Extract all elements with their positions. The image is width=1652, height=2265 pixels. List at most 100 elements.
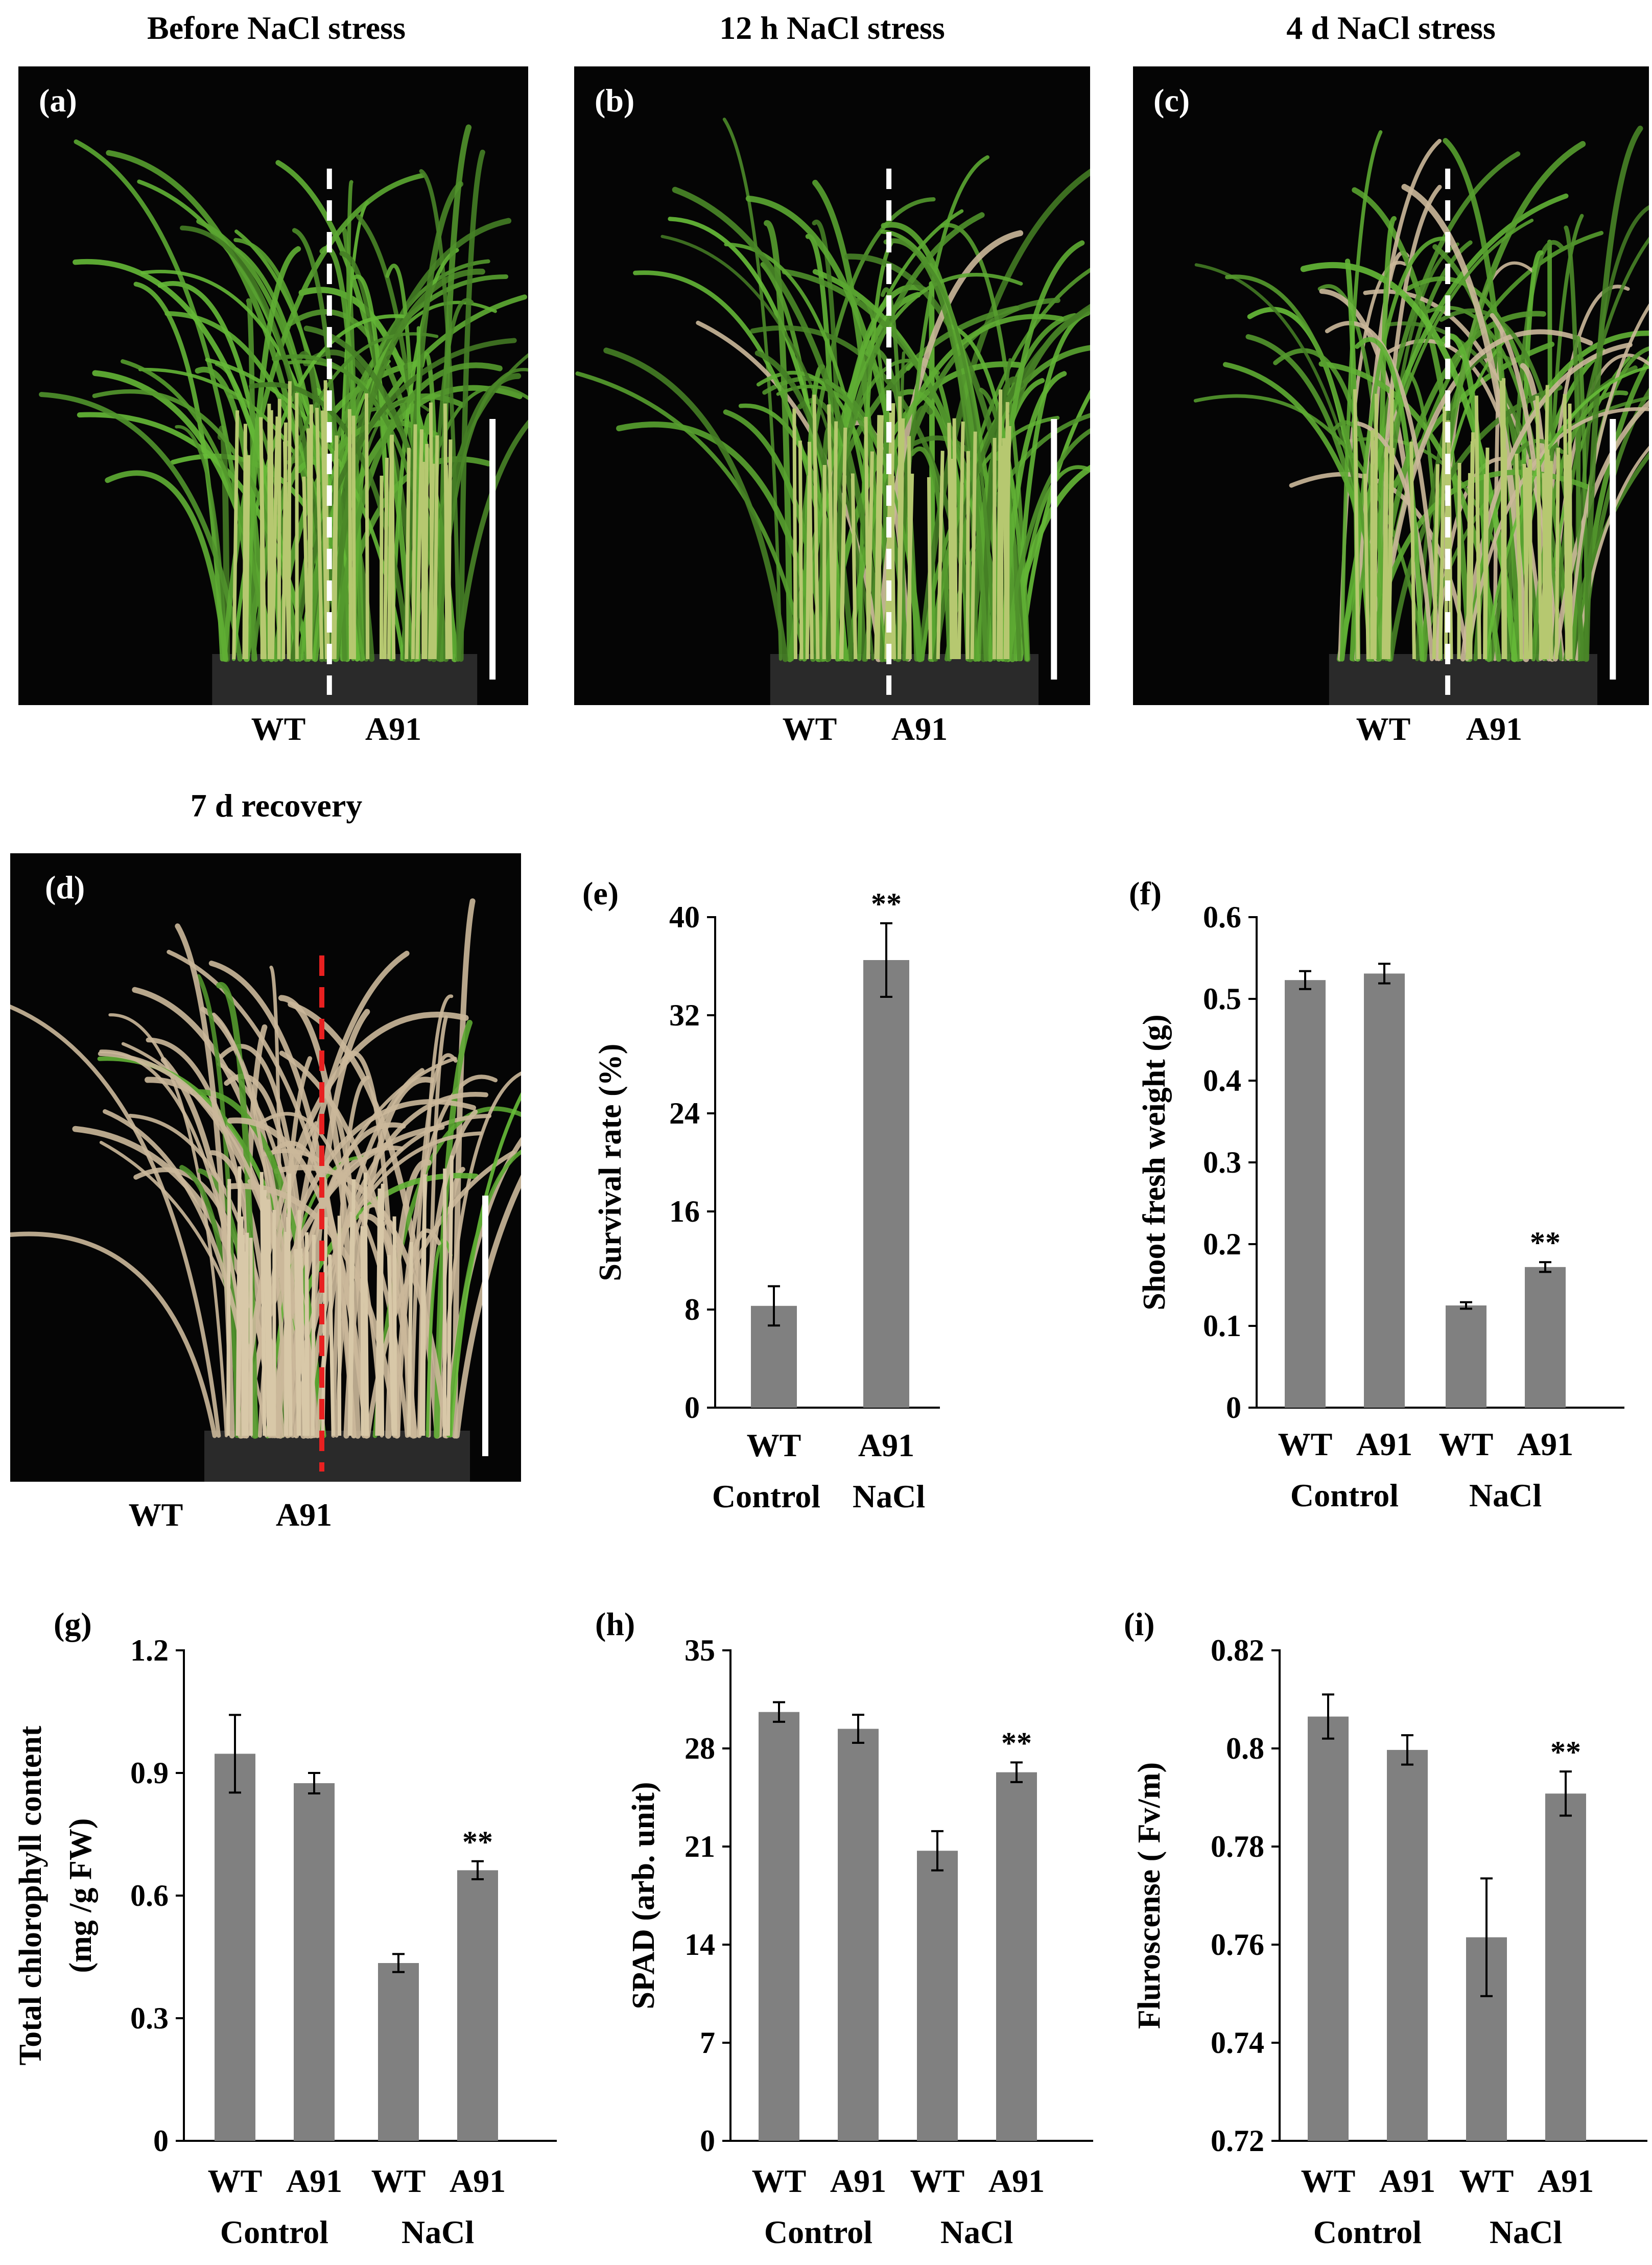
leaf (754, 350, 855, 662)
stem (407, 1242, 413, 1436)
leaf (801, 364, 825, 662)
stem (807, 441, 814, 660)
stem (1563, 394, 1569, 660)
stem (392, 1216, 397, 1436)
leaf (1405, 369, 1443, 661)
stem (792, 408, 797, 660)
stem (907, 436, 912, 660)
y-tick-label: 8 (685, 1293, 700, 1326)
leaf (1019, 389, 1090, 662)
stem (315, 408, 324, 660)
bar (759, 1712, 799, 2141)
x-group-label: NaCl (1490, 2214, 1562, 2250)
leaf (449, 1092, 521, 1438)
leaf (764, 220, 793, 662)
stem (851, 473, 858, 660)
stem (446, 439, 453, 660)
leaf (722, 118, 783, 661)
stem (999, 446, 1004, 660)
stem (1373, 393, 1378, 660)
leaf (303, 1092, 488, 1438)
significance-marker: ** (871, 887, 902, 921)
leaf (1004, 428, 1090, 662)
leaf (389, 248, 459, 661)
bar (1285, 980, 1326, 1408)
stem (1432, 464, 1440, 660)
stem (347, 409, 353, 660)
stem (1522, 463, 1529, 660)
leaf (73, 259, 300, 662)
stem (951, 479, 958, 660)
leaf (10, 1005, 221, 1438)
x-category-label: WT (1459, 2163, 1514, 2199)
leaf (419, 169, 461, 662)
y-tick-label: 14 (685, 1928, 715, 1962)
bar (838, 1729, 879, 2141)
stem (387, 1255, 395, 1436)
x-category-label: WT (208, 2163, 263, 2199)
stem (244, 455, 250, 660)
leaf (1377, 216, 1397, 662)
bar (863, 960, 909, 1408)
stem (415, 429, 424, 660)
stem (957, 422, 965, 660)
y-tick-label: 0 (685, 1391, 700, 1425)
photo-d-title: 7 d recovery (190, 787, 363, 824)
y-axis-label: Shoot fresh weight (g) (1137, 1014, 1172, 1310)
stem (1515, 453, 1523, 660)
stem (304, 1232, 310, 1436)
y-tick-label: 0.82 (1211, 1633, 1264, 1667)
stem (1353, 389, 1360, 660)
x-group-label: Control (764, 2214, 872, 2250)
stem (375, 1188, 382, 1436)
stem (827, 404, 835, 660)
stem (299, 1248, 306, 1436)
y-tick-label: 35 (685, 1633, 715, 1667)
x-group-label: Control (712, 1478, 820, 1514)
panel-label-b: (b) (595, 82, 635, 119)
stem (443, 403, 449, 660)
y-tick-label: 0 (1226, 1391, 1241, 1425)
y-tick-label: 0.3 (130, 2001, 169, 2035)
stem (242, 1251, 249, 1436)
leaf (279, 1050, 418, 1438)
leaf (980, 376, 1024, 662)
stem (1554, 448, 1560, 660)
stem (232, 410, 240, 660)
y-tick-label: 0.2 (1203, 1227, 1241, 1261)
stem (347, 1211, 354, 1436)
leaf (1376, 329, 1593, 662)
chart-g-chlorophyll: (g) 0 0.3 0.6 0.9 1.2 Total chlorophyll conten… (13, 1606, 557, 2250)
stem (970, 431, 977, 660)
stem (839, 427, 847, 660)
photo-a-label-wt: WT (251, 711, 306, 747)
stem (429, 402, 434, 660)
stem (874, 415, 881, 660)
y-tick-label: 24 (669, 1096, 700, 1130)
stem (1370, 430, 1374, 660)
leaf (255, 1112, 384, 1438)
tray (770, 654, 1039, 705)
stem (965, 451, 970, 660)
stem (1438, 406, 1447, 660)
leaf (660, 235, 875, 661)
y-tick-label: 0 (700, 2124, 715, 2158)
leaf (195, 366, 267, 662)
y-tick-label: 32 (669, 998, 700, 1032)
chart-h-spad: (h) 0 7 14 21 28 35 SPAD (arb. unit) WT A91 WT ** A9… (595, 1606, 1093, 2250)
stem (812, 394, 820, 660)
bar (1387, 1749, 1428, 2141)
y-tick-label: 0.3 (1203, 1146, 1241, 1179)
panel-label-d: (d) (45, 869, 85, 905)
stem (351, 415, 356, 660)
bar (1364, 973, 1405, 1408)
photo-a-label-a91: A91 (365, 711, 422, 747)
chart-e-survival-rate: (e) 0 8 16 24 32 40 Survival rate (%) WT ** A91 Con… (582, 875, 940, 1514)
stem (1542, 473, 1548, 660)
leaf (196, 974, 240, 1438)
leaf (74, 139, 257, 662)
stem (446, 1155, 454, 1436)
stem (1528, 459, 1532, 660)
stem (363, 1172, 368, 1436)
significance-marker: ** (462, 1825, 493, 1859)
